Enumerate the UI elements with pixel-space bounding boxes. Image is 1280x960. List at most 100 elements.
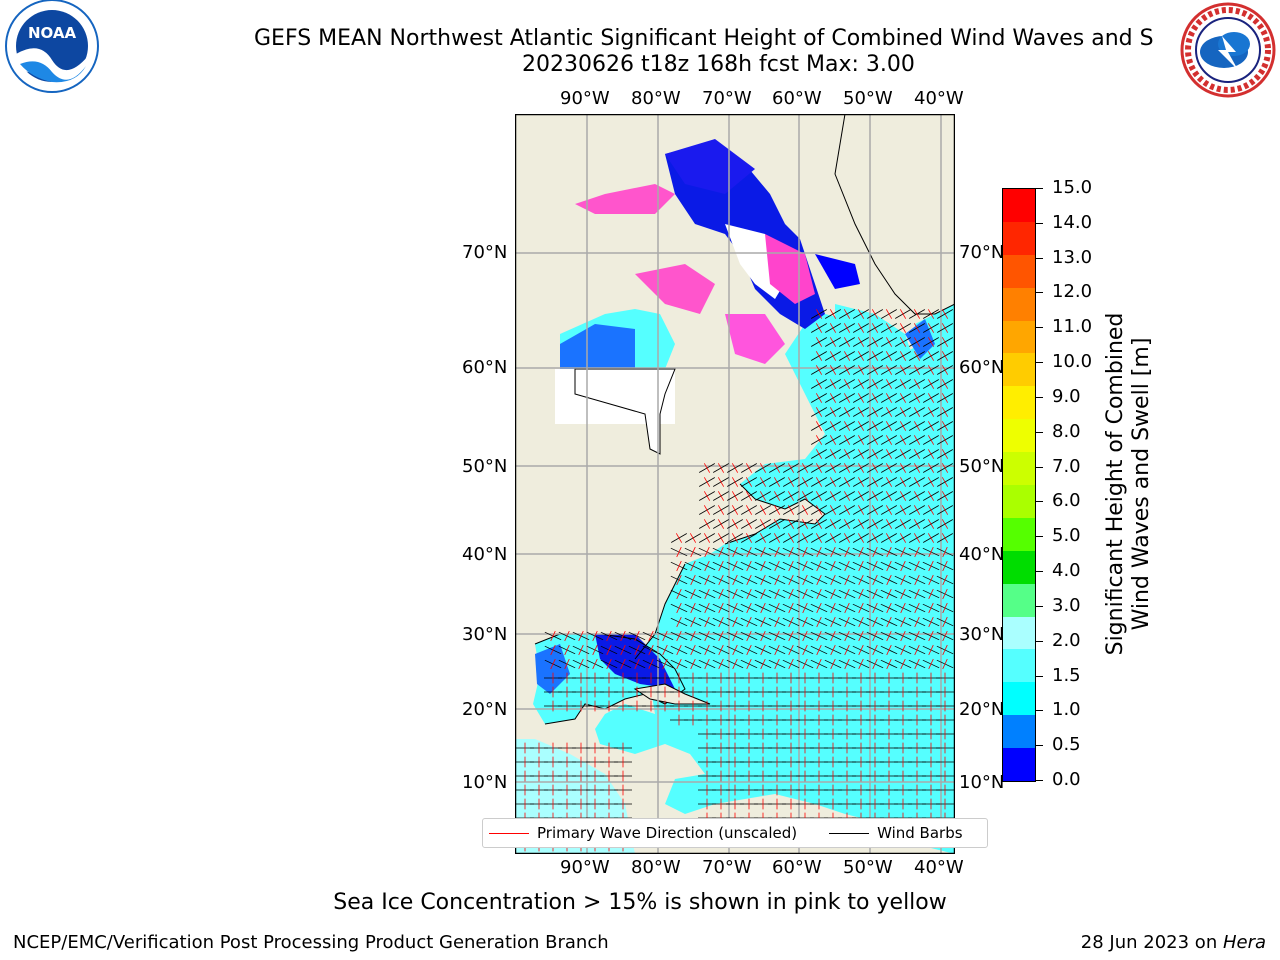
- wave-direction-arrow: [829, 491, 837, 501]
- colorbar-tick-mark: [1035, 222, 1043, 224]
- wave-direction-arrow: [578, 630, 584, 642]
- wave-direction-arrow: [927, 421, 935, 431]
- wave-direction-arrow: [773, 505, 781, 515]
- wave-direction-arrow: [843, 379, 851, 389]
- lon-tick-bottom: 70°W: [702, 857, 752, 878]
- noaa-logo-text: NOAA: [28, 24, 77, 42]
- colorbar-block: [1003, 649, 1035, 683]
- wave-direction-arrow: [858, 658, 864, 670]
- legend-item-wind: Wind Barbs: [829, 824, 963, 842]
- wave-direction-arrow: [704, 616, 710, 628]
- wave-direction-arrow: [871, 337, 879, 347]
- wave-direction-arrow: [871, 505, 879, 515]
- wave-direction-arrow: [941, 533, 949, 543]
- wave-direction-arrow: [774, 616, 780, 628]
- wave-direction-arrow: [941, 519, 949, 529]
- wave-direction-arrow: [872, 630, 878, 642]
- colorbar-block: [1003, 320, 1035, 354]
- colorbar-tick-label: 12.0: [1052, 281, 1093, 303]
- wave-direction-arrow: [843, 477, 851, 487]
- wave-direction-arrow: [843, 519, 851, 529]
- wave-direction-arrow: [913, 533, 921, 543]
- colorbar-block: [1003, 485, 1035, 518]
- wave-direction-arrow: [760, 616, 766, 628]
- colorbar-block: [1003, 517, 1035, 551]
- wave-direction-arrow: [872, 574, 878, 586]
- wave-direction-arrow: [885, 421, 893, 431]
- wave-direction-arrow: [913, 351, 921, 361]
- colorbar-tick-mark: [1035, 327, 1043, 329]
- wave-direction-arrow: [927, 519, 935, 529]
- wave-direction-arrow: [815, 463, 823, 473]
- wave-direction-arrow: [746, 560, 752, 572]
- wave-direction-arrow: [914, 630, 920, 642]
- colorbar-tick-label: 0.0: [1052, 769, 1081, 790]
- wave-direction-arrow: [914, 658, 920, 670]
- colorbar-tick-mark: [1035, 745, 1043, 747]
- wave-direction-arrow: [829, 351, 837, 361]
- wave-direction-arrow: [746, 574, 752, 586]
- wave-direction-arrow: [718, 658, 724, 670]
- wave-direction-arrow: [815, 351, 823, 361]
- wave-direction-arrow: [802, 644, 808, 656]
- wave-direction-arrow: [885, 337, 893, 347]
- colorbar-block: [1003, 189, 1035, 222]
- wave-direction-arrow: [592, 630, 598, 642]
- wave-direction-arrow: [760, 630, 766, 642]
- wave-direction-arrow: [914, 560, 920, 572]
- colorbar-tick-label: 7.0: [1052, 455, 1081, 477]
- wave-direction-arrow: [816, 658, 822, 670]
- wave-direction-arrow: [815, 421, 823, 431]
- wave-direction-arrow: [732, 616, 738, 628]
- wave-direction-arrow: [927, 337, 935, 347]
- footer-date-text: 28 Jun 2023 on: [1080, 932, 1223, 953]
- wave-direction-arrow: [857, 309, 865, 319]
- wave-direction-arrow: [927, 323, 935, 333]
- wave-direction-arrow: [899, 323, 907, 333]
- wave-direction-arrow: [843, 491, 851, 501]
- wave-direction-arrow: [816, 644, 822, 656]
- wave-direction-arrow: [844, 574, 850, 586]
- wave-direction-arrow: [704, 658, 710, 670]
- wave-direction-arrow: [858, 602, 864, 614]
- wave-direction-arrow: [787, 491, 795, 501]
- wave-direction-arrow: [927, 379, 935, 389]
- wave-direction-arrow: [676, 630, 682, 642]
- wave-direction-arrow: [941, 323, 949, 333]
- colorbar-blocks: [1003, 189, 1035, 782]
- wave-direction-arrow: [928, 658, 934, 670]
- wave-direction-arrow: [760, 560, 766, 572]
- wave-direction-arrow: [899, 337, 907, 347]
- wave-direction-arrow: [928, 644, 934, 656]
- wave-direction-arrow: [885, 505, 893, 515]
- lat-tick-left: 40°N: [462, 544, 508, 565]
- wave-direction-arrow: [899, 393, 907, 403]
- wave-direction-arrow: [844, 602, 850, 614]
- wave-direction-arrow: [718, 630, 724, 642]
- wave-direction-arrow: [648, 644, 654, 656]
- wave-direction-arrow: [774, 588, 780, 600]
- wave-direction-arrow: [885, 491, 893, 501]
- wave-direction-arrow: [760, 644, 766, 656]
- wave-direction-arrow: [704, 588, 710, 600]
- footer-machine: Hera: [1222, 932, 1266, 953]
- wave-direction-arrow: [871, 519, 879, 529]
- wave-direction-arrow: [844, 616, 850, 628]
- wave-direction-arrow: [815, 337, 823, 347]
- wave-direction-arrow: [843, 351, 851, 361]
- legend-label-wind: Wind Barbs: [877, 824, 963, 842]
- wave-direction-arrow: [690, 644, 696, 656]
- colorbar-label: Significant Height of Combined Wind Wave…: [1103, 313, 1155, 656]
- wave-direction-arrow: [857, 519, 865, 529]
- wave-direction-arrow: [788, 658, 794, 670]
- wave-direction-arrow: [829, 519, 837, 529]
- lat-tick-right: 50°N: [959, 456, 1005, 477]
- lon-tick-top: 40°W: [914, 88, 964, 109]
- colorbar-tick-mark: [1035, 780, 1043, 781]
- wave-direction-arrow: [900, 546, 906, 558]
- wave-direction-arrow: [745, 463, 753, 473]
- colorbar-tick-label: 11.0: [1052, 316, 1093, 338]
- lat-tick-right: 60°N: [959, 357, 1005, 378]
- wave-direction-arrow: [914, 546, 920, 558]
- wave-direction-arrow: [913, 309, 921, 319]
